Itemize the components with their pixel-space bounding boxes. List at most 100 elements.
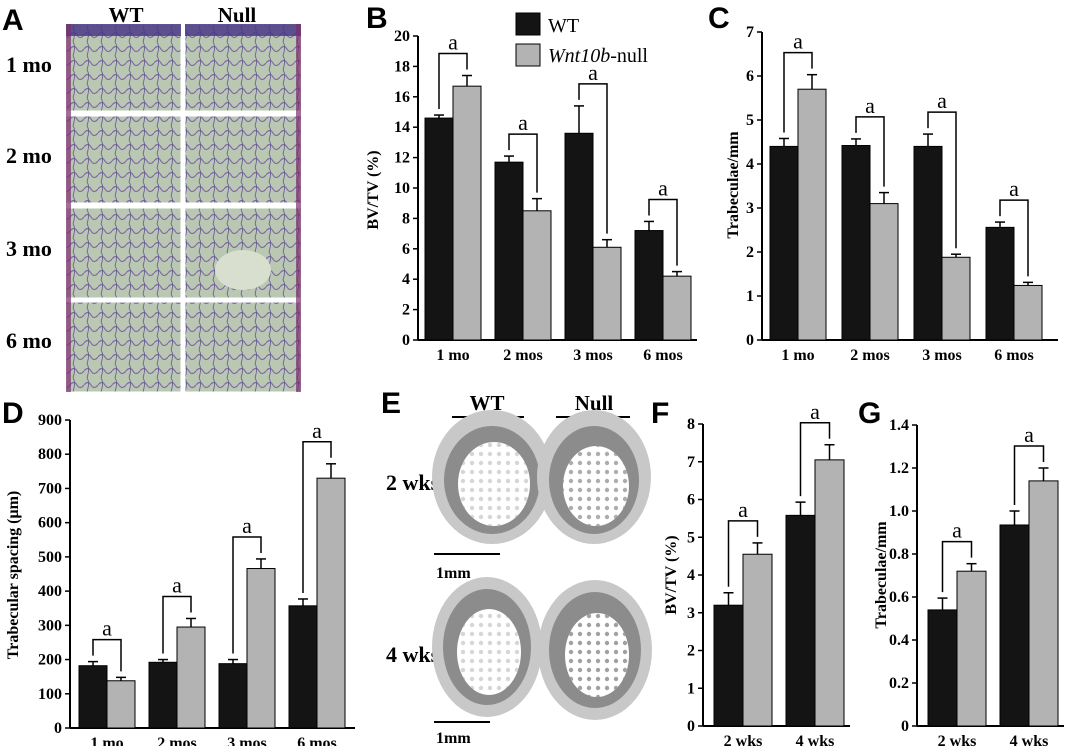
panel-d-ytick-label-0: 0	[54, 720, 62, 737]
panel-g-ytick-label-4: 0.8	[889, 546, 909, 563]
panel-d-category-1: 2 mos	[157, 735, 197, 746]
panel-d-category-3: 6 mos	[297, 735, 337, 746]
panel-f-ytick-label-0: 0	[687, 718, 695, 735]
legend-label-null-rest: -null	[610, 45, 648, 67]
growth-plate-null	[185, 24, 301, 36]
panel-b-sig-label-2: a	[588, 60, 598, 85]
panel-g-sig-bracket-0	[941, 540, 973, 593]
panel-c-ytick-label-2: 2	[746, 244, 754, 261]
panel-a-row-label-3: 3 mo	[6, 236, 52, 261]
panel-d-ytick-label-4: 400	[38, 583, 62, 600]
cortex-edge-wt	[66, 24, 71, 392]
scale-bar-label-2wks: 1mm	[436, 565, 471, 582]
panel-g-ytick-label-0: 0	[901, 718, 909, 735]
panel-d-bar-wt-2	[218, 663, 248, 729]
panel-b-sig-bracket-1	[508, 133, 538, 193]
panel-d-ytick-label-5: 500	[38, 549, 62, 566]
panel-d-bar-wt-3	[288, 605, 318, 729]
panel-b-ytick-label-9: 18	[394, 58, 410, 75]
microct-null-4wks	[538, 580, 652, 720]
panel-f-ytick-label-6: 6	[687, 492, 695, 509]
chart-panel-b: 0 2 4 6 8 10 12 14 16 18 20 BV/TV (%) a 1 mo a 2 mos a 3 …	[365, 28, 697, 364]
panel-d-ytick-label-2: 200	[38, 652, 62, 669]
panel-f-ytick-label-3: 3	[687, 605, 695, 622]
panel-b-category-0: 1 mo	[436, 347, 469, 364]
panel-f-bar-null-0	[742, 553, 773, 727]
panel-f-ytick-label-7: 7	[687, 454, 695, 471]
chart-panel-g: 0 0.2 0.4 0.6 0.8 1.0 1.2 1.4 Trabeculae/mm a 2 wk…	[873, 417, 1064, 746]
panel-c-sig-label-3: a	[1009, 176, 1019, 201]
panel-d-bar-null-2	[246, 568, 276, 729]
panel-b-letter: B	[366, 2, 388, 35]
panel-d-ytick-label-6: 600	[38, 515, 62, 532]
histology-image-null-2mo	[184, 115, 302, 204]
panel-a-letter: A	[2, 4, 24, 37]
panel-c-ytick-label-5: 5	[746, 112, 754, 129]
panel-c-ytick-label-0: 0	[746, 332, 754, 349]
panel-b-ytick-label-8: 16	[394, 89, 410, 106]
panel-c-category-0: 1 mo	[781, 347, 814, 364]
panel-d-sig-bracket-0	[92, 638, 122, 672]
panel-d-ytick-label-8: 800	[38, 446, 62, 463]
legend: WT Wnt10b-null	[515, 12, 648, 67]
panel-f-ytick-label-5: 5	[687, 529, 695, 546]
panel-b-ytick-label-6: 12	[394, 150, 410, 167]
panel-b-ytick-label-2: 4	[402, 271, 410, 288]
panel-b-sig-label-1: a	[518, 110, 528, 135]
panel-c-bar-null-1	[869, 203, 899, 341]
panel-f-bar-wt-1	[785, 514, 816, 727]
histology-image-null-6mo	[184, 301, 302, 393]
panel-d-sig-label-0: a	[102, 616, 112, 641]
panel-b-bar-null-1	[522, 210, 552, 341]
panel-c-bar-wt-0	[769, 145, 799, 341]
panel-a-header-null: Null	[218, 3, 257, 27]
panel-d-ytick-label-9: 900	[38, 412, 62, 429]
panel-g-ytick-label-7: 1.4	[889, 417, 909, 434]
panel-f-sig-label-0: a	[738, 497, 748, 522]
legend-label-null: Wnt10b-null	[548, 45, 648, 67]
panel-g-ylabel: Trabeculae/mm	[873, 521, 890, 629]
panel-c-sig-bracket-2	[927, 111, 957, 249]
panel-d-ylabel: Trabecular spacing (μm)	[5, 491, 22, 659]
histology-image-wt-2mo	[65, 115, 182, 204]
panel-e: E WT Null 2 wks 4 wks	[381, 387, 652, 746]
panel-f-sig-bracket-1	[799, 422, 831, 497]
histology-image-wt-6mo	[65, 301, 182, 393]
panel-g-ytick-label-1: 0.2	[889, 675, 909, 692]
growth-plate-wt	[66, 24, 181, 36]
panel-b-bar-wt-3	[634, 230, 664, 341]
panel-c-bar-null-3	[1013, 284, 1043, 341]
panel-g-ytick-label-5: 1.0	[889, 503, 909, 520]
panel-c-ytick-label-3: 3	[746, 200, 754, 217]
panel-b-ytick-label-0: 0	[402, 332, 410, 349]
panel-c-bar-wt-2	[913, 145, 943, 341]
panel-b-category-2: 3 mos	[573, 347, 613, 364]
panel-b-ytick-label-3: 6	[402, 241, 410, 258]
panel-b-bar-wt-2	[564, 132, 594, 341]
panel-f-sig-bracket-0	[727, 520, 759, 587]
panel-b-sig-label-3: a	[658, 175, 668, 200]
microct-wt-4wks	[432, 577, 542, 717]
panel-f-ytick-label-4: 4	[687, 567, 695, 584]
panel-c-bar-null-0	[797, 88, 827, 341]
legend-label-wt: WT	[548, 15, 579, 37]
marrow-cavity-null-3mo	[215, 250, 271, 290]
panel-b-ytick-label-10: 20	[394, 28, 410, 45]
panel-g-category-0: 2 wks	[938, 733, 977, 746]
panel-g-ytick-label-2: 0.4	[889, 632, 909, 649]
panel-d-letter: D	[2, 397, 24, 430]
panel-c-bar-wt-1	[841, 145, 871, 341]
panel-f-category-1: 4 wks	[796, 733, 835, 746]
microct-null-2wks	[537, 410, 651, 544]
panel-b-sig-label-0: a	[448, 30, 458, 55]
panel-d-bar-wt-1	[148, 661, 178, 729]
histology-image-null-1mo	[184, 23, 302, 112]
panel-g-ytick-label-3: 0.6	[889, 589, 909, 606]
panel-d-ytick-label-7: 700	[38, 480, 62, 497]
panel-f-letter: F	[651, 397, 669, 430]
panel-g-sig-label-0: a	[952, 518, 962, 543]
panel-f-category-0: 2 wks	[724, 733, 763, 746]
panel-g-sig-label-1: a	[1024, 422, 1034, 447]
panel-b-ytick-label-4: 8	[402, 210, 410, 227]
